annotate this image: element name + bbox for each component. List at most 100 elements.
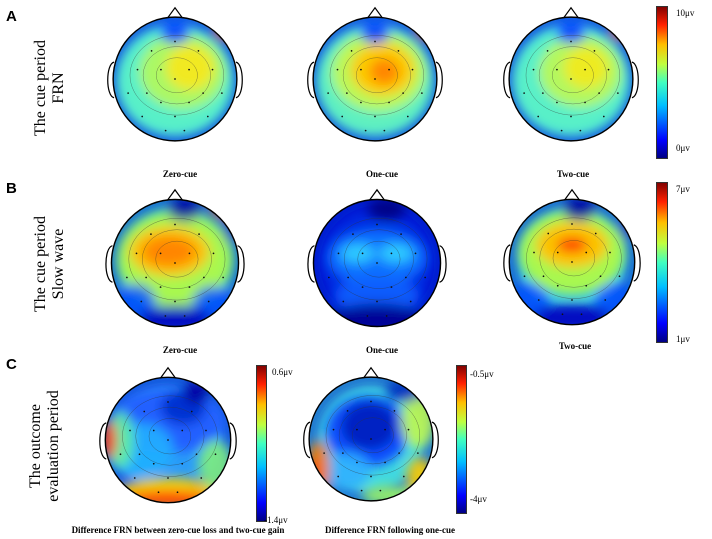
caption-a-zero: Zero-cue <box>162 169 198 179</box>
electrode-dot <box>542 92 544 94</box>
left-ear-outline <box>503 244 511 282</box>
electrode-dot <box>181 462 184 465</box>
electrode-dot <box>533 251 535 254</box>
electrode-dot <box>376 300 378 303</box>
contour-line <box>352 417 394 454</box>
electrode-dot <box>383 129 386 132</box>
electrode-dot <box>560 129 563 132</box>
electrode-dot <box>546 50 549 52</box>
electrode-dot <box>188 252 191 255</box>
caption-b-one: One-cue <box>366 345 398 355</box>
electrode-dot <box>607 68 610 71</box>
contour-line <box>356 57 398 94</box>
nose-outline <box>367 6 383 19</box>
electrode-dot <box>556 284 559 287</box>
head-outline <box>308 376 434 502</box>
right-ear-outline <box>235 61 243 99</box>
colorbar-c1-max: 0.6μv <box>272 367 293 377</box>
colorbar-b-min: 1μv <box>676 334 690 344</box>
electrode-dot <box>152 462 155 465</box>
contour-line <box>142 229 212 289</box>
electrode-dot <box>342 300 345 303</box>
electrode-dot <box>146 92 148 94</box>
caption-a-one: One-cue <box>366 169 398 179</box>
nose-outline <box>368 188 386 201</box>
electrode-dot <box>400 233 402 235</box>
electrode-dot <box>347 276 349 279</box>
electrode-dot <box>188 68 190 71</box>
colorbar-c1-min: -1.4μv <box>264 515 288 525</box>
electrode-dot <box>222 276 224 279</box>
electrode-dot <box>537 115 540 118</box>
electrode-dot <box>580 313 583 316</box>
panel-letter-a: A <box>6 8 17 25</box>
electrode-dot <box>341 115 344 118</box>
electrode-dot <box>342 452 344 454</box>
electrode-dot <box>126 276 128 279</box>
electrode-dot <box>352 233 354 235</box>
electrode-dot <box>570 40 572 43</box>
electrode-dot <box>206 115 209 118</box>
head-outline <box>312 198 442 328</box>
electrode-dot <box>402 475 405 478</box>
electrode-dot <box>537 299 540 301</box>
electrode-dot <box>360 489 363 492</box>
electrode-dot <box>164 129 167 132</box>
electrode-dot <box>346 92 348 94</box>
contour-line <box>330 218 428 301</box>
electrode-dot <box>181 429 184 432</box>
electrode-dot <box>390 252 393 255</box>
row-label-c-line1: The outcome <box>27 404 44 488</box>
colorbar-a-min: 0μv <box>676 143 690 153</box>
electrode-dot <box>328 276 330 279</box>
electrode-dot <box>188 286 191 288</box>
electrode-dot <box>571 261 573 263</box>
electrode-dot <box>579 129 582 132</box>
electrode-dot <box>200 477 203 479</box>
electrode-dot <box>337 252 340 255</box>
electrode-dot <box>402 92 404 94</box>
electrode-dot <box>411 68 414 71</box>
nose-outline <box>159 366 177 379</box>
contour-line <box>338 406 407 465</box>
head-outline <box>508 16 634 142</box>
electrode-dot <box>370 438 372 440</box>
right-ear-outline <box>431 421 439 459</box>
electrode-dot <box>183 129 186 132</box>
electrode-dot <box>174 78 176 80</box>
right-ear-outline <box>229 422 237 460</box>
contour-line <box>122 395 218 477</box>
contour-line <box>539 228 609 288</box>
electrode-dot <box>159 252 162 255</box>
contour-line <box>344 229 414 289</box>
row-label-c-line2: evaluation period <box>45 390 62 502</box>
left-ear-outline <box>107 61 115 99</box>
electrode-dot <box>584 101 586 104</box>
row-label-b-line2: Slow wave <box>50 228 67 300</box>
colorbar-c2-max: -0.5μv <box>470 369 494 379</box>
topomap-b-two <box>503 188 641 326</box>
caption-b-zero: Zero-cue <box>162 345 198 355</box>
nose-outline <box>363 366 379 379</box>
row-label-a: The cue period FRN <box>32 18 68 158</box>
electrode-dot <box>542 275 545 278</box>
right-ear-outline <box>435 61 443 99</box>
left-ear-outline <box>503 61 511 99</box>
contour-line <box>325 395 420 476</box>
electrode-dot <box>160 68 162 71</box>
electrode-dot <box>211 68 214 71</box>
right-ear-outline <box>237 245 245 283</box>
electrode-dot <box>327 92 329 94</box>
electrode-dot <box>604 299 607 301</box>
contour-line <box>526 217 622 299</box>
electrode-dot <box>561 313 564 316</box>
electrode-dot <box>205 429 207 432</box>
row-label-a-line2: FRN <box>50 72 67 104</box>
electrode-dot <box>202 92 204 94</box>
caption-a-two: Two-cue <box>556 169 590 179</box>
electrode-dot <box>167 439 169 441</box>
electrode-dot <box>356 461 358 464</box>
electrode-dot <box>385 315 388 317</box>
colorbar-a-max: 10μv <box>676 8 695 18</box>
electrode-dot <box>414 252 417 255</box>
